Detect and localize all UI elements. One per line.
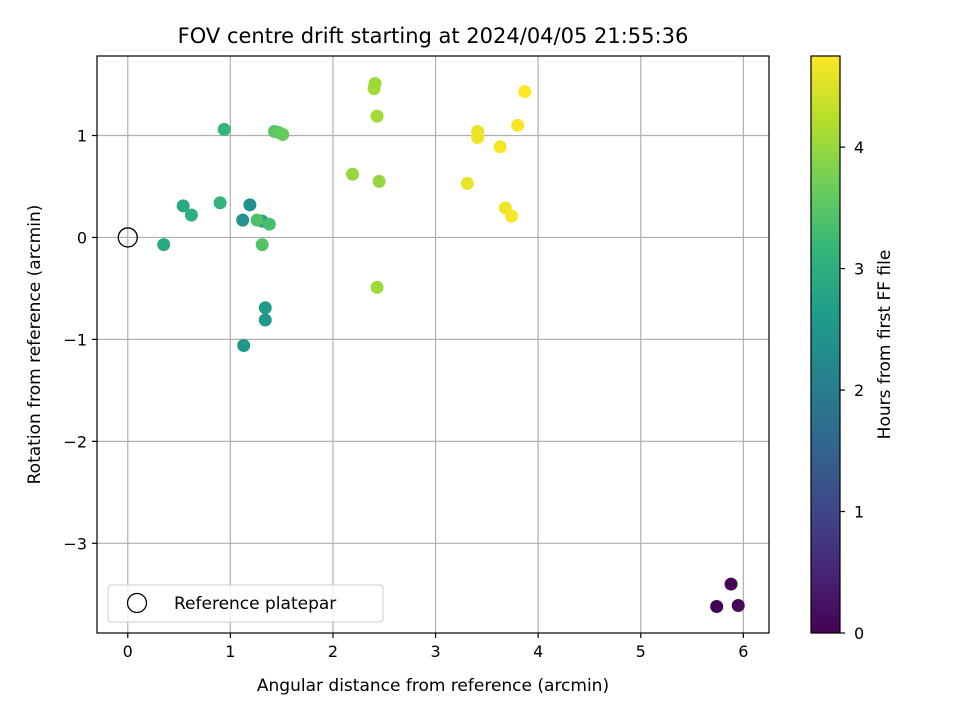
colorbar-tick-label: 4 [854,138,864,157]
colorbar-frame [810,55,841,634]
data-point [184,208,198,222]
data-point [217,122,231,136]
data-point [493,140,507,154]
x-tick-label: 3 [430,642,440,661]
x-tick-label: 1 [225,642,235,661]
colorbar-tick-label: 0 [854,624,864,643]
colorbar-tick-label: 2 [854,381,864,400]
y-axis-label: Rotation from reference (arcmin) [25,205,45,485]
colorbar-tick-label: 3 [854,260,864,279]
data-point [157,238,171,252]
y-tick-label: −1 [63,330,87,349]
data-point [471,131,485,145]
data-point [731,598,745,612]
colorbar-tick-label: 1 [854,503,864,522]
reference-point [117,227,138,248]
data-point [255,238,269,252]
legend-box [107,584,384,623]
legend-entry-reference: Reference platepar [174,594,336,614]
colorbar: 0 1 2 3 4 Hours from first FF file [810,55,895,643]
x-tick-label: 5 [636,642,646,661]
data-point [368,77,382,91]
data-point [258,301,272,315]
x-tick-label: 4 [533,642,543,661]
data-point [176,199,190,213]
colorbar-label: Hours from first FF file [875,250,895,440]
data-point [345,167,359,181]
data-point [518,85,532,99]
y-tick-label: −3 [63,534,87,553]
x-tick-label: 6 [738,642,748,661]
data-point [504,209,518,223]
legend-marker-reference [126,592,148,614]
colorbar-gradient [811,56,840,633]
data-point [710,599,724,613]
data-point [250,213,264,227]
colorbar-ticks: 0 1 2 3 4 [840,138,864,643]
data-point [237,339,251,353]
grid-lines [97,56,769,633]
plot-frame [96,55,770,634]
legend: Reference platepar [107,584,384,623]
y-tick-label: 0 [77,228,87,247]
x-axis-label: Angular distance from reference (arcmin) [257,676,609,696]
y-tick-label: 1 [77,127,87,146]
chart-title: FOV centre drift starting at 2024/04/05 … [178,24,689,48]
data-point [370,109,384,123]
data-point [262,217,276,231]
x-tick-label: 0 [123,642,133,661]
data-point [276,127,290,141]
data-point [460,176,474,190]
data-point [243,198,257,212]
data-point [511,118,525,132]
y-tick-label: −2 [63,432,87,451]
y-axis-ticks: −3 −2 −1 0 1 [63,127,97,553]
data-point [213,196,227,210]
data-point [370,280,384,294]
data-point [724,577,738,591]
data-point [236,213,250,227]
data-point [372,174,386,188]
x-tick-label: 2 [328,642,338,661]
data-points [117,77,745,613]
x-axis-ticks: 0 1 2 3 4 5 6 [123,633,748,661]
data-point [258,313,272,327]
